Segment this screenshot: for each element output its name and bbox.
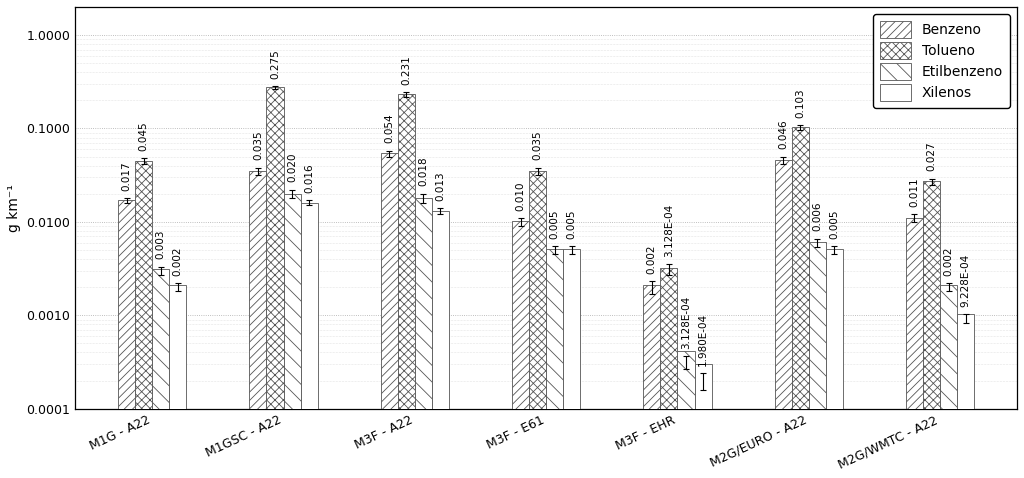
Bar (957, 315, 974, 409)
Text: 0.018: 0.018 (419, 157, 428, 186)
Bar (250, 171, 266, 409)
Bar (940, 285, 957, 409)
Y-axis label: g km⁻¹: g km⁻¹ (7, 184, 20, 232)
Bar (774, 160, 792, 409)
Text: 3.128E-04: 3.128E-04 (681, 296, 691, 349)
Text: 0.275: 0.275 (270, 49, 280, 78)
Text: 0.020: 0.020 (287, 153, 297, 183)
Text: 0.045: 0.045 (138, 121, 148, 151)
Bar (118, 200, 135, 409)
Text: 0.002: 0.002 (944, 246, 953, 276)
Text: 0.054: 0.054 (384, 114, 394, 143)
Text: 0.035: 0.035 (532, 130, 543, 160)
Text: 0.002: 0.002 (647, 245, 656, 274)
Text: 0.046: 0.046 (778, 120, 788, 149)
Bar (694, 364, 712, 409)
Bar (643, 285, 660, 409)
Text: 0.002: 0.002 (173, 246, 183, 276)
Text: 0.006: 0.006 (812, 202, 822, 231)
Text: 0.016: 0.016 (304, 163, 314, 193)
Text: 0.005: 0.005 (550, 209, 560, 239)
Text: 1.980E-04: 1.980E-04 (698, 313, 708, 366)
Bar (169, 285, 186, 409)
Bar (512, 221, 529, 409)
Text: 3.128E-04: 3.128E-04 (664, 204, 674, 257)
Text: 0.103: 0.103 (796, 88, 805, 118)
Bar (266, 87, 284, 409)
Bar (906, 217, 923, 409)
Bar (825, 249, 843, 409)
Bar (809, 242, 825, 409)
Bar (792, 127, 809, 409)
Text: 0.017: 0.017 (122, 161, 131, 191)
Bar (432, 211, 449, 409)
Bar (153, 270, 169, 409)
Text: 0.010: 0.010 (515, 181, 525, 211)
Bar (563, 249, 581, 409)
Text: 0.013: 0.013 (435, 171, 445, 201)
Text: 0.005: 0.005 (829, 209, 840, 239)
Legend: Benzeno, Tolueno, Etilbenzeno, Xilenos: Benzeno, Tolueno, Etilbenzeno, Xilenos (873, 14, 1010, 108)
Bar (284, 194, 301, 409)
Bar (135, 161, 153, 409)
Bar (546, 249, 563, 409)
Text: 0.231: 0.231 (401, 55, 412, 85)
Text: 0.027: 0.027 (927, 141, 937, 171)
Bar (415, 198, 432, 409)
Bar (301, 203, 317, 409)
Text: 0.005: 0.005 (566, 209, 577, 239)
Bar (529, 171, 546, 409)
Text: 0.035: 0.035 (253, 130, 263, 160)
Bar (397, 95, 415, 409)
Text: 0.003: 0.003 (156, 230, 166, 260)
Bar (923, 182, 940, 409)
Bar (678, 351, 694, 409)
Text: 0.011: 0.011 (909, 177, 920, 207)
Bar (660, 268, 678, 409)
Bar (381, 153, 397, 409)
Text: 9.228E-04: 9.228E-04 (961, 254, 971, 307)
